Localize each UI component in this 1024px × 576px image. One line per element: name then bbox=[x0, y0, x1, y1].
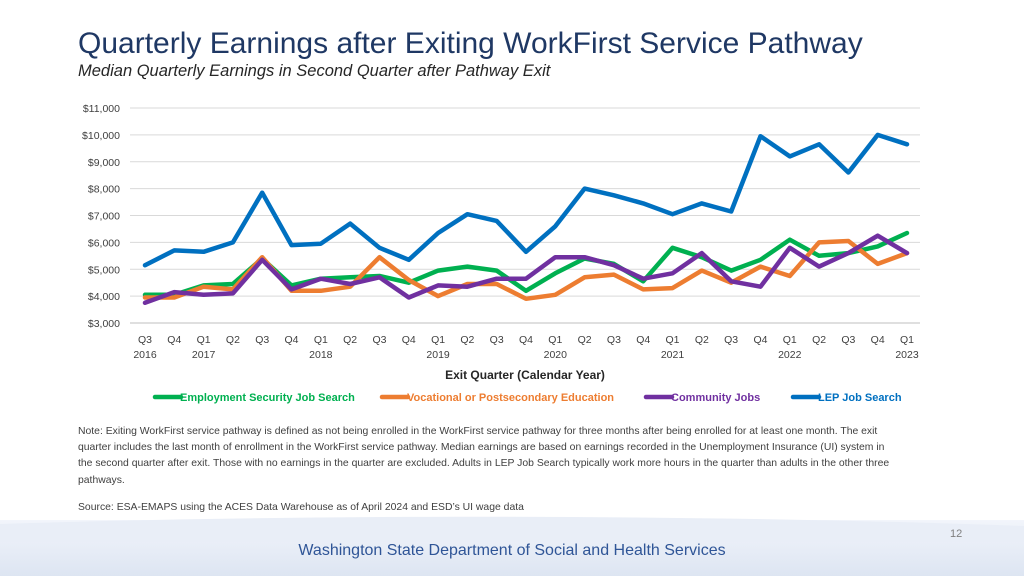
chart-series bbox=[142, 132, 910, 306]
y-tick-label: $11,000 bbox=[83, 103, 120, 115]
x-tick-label: Q1 bbox=[783, 334, 797, 346]
x-tick-label: Q4 bbox=[636, 334, 650, 346]
y-tick-label: $9,000 bbox=[88, 157, 120, 169]
x-tick-label: Q4 bbox=[871, 334, 885, 346]
page-title: Quarterly Earnings after Exiting WorkFir… bbox=[78, 27, 863, 60]
footer-swoosh bbox=[0, 516, 1024, 542]
x-tick-label: Q1 bbox=[548, 334, 562, 346]
legend-label: Employment Security Job Search bbox=[180, 392, 355, 404]
x-tick-label: Q3 bbox=[138, 334, 152, 346]
x-tick-label: Q2 bbox=[695, 334, 709, 346]
chart-subtitle: Median Quarterly Earnings in Second Quar… bbox=[78, 62, 551, 80]
x-axis-title: Exit Quarter (Calendar Year) bbox=[445, 368, 605, 382]
y-tick-label: $8,000 bbox=[88, 184, 120, 196]
x-tick-label: Q1 bbox=[900, 334, 914, 346]
x-tick-label: Q3 bbox=[724, 334, 738, 346]
x-tick-label: Q3 bbox=[490, 334, 504, 346]
x-year-label: 2022 bbox=[778, 349, 802, 361]
x-year-label: 2016 bbox=[133, 349, 157, 361]
x-year-label: 2023 bbox=[895, 349, 919, 361]
legend-label: Vocational or Postsecondary Education bbox=[407, 392, 614, 404]
x-tick-label: Q1 bbox=[666, 334, 680, 346]
x-tick-label: Q1 bbox=[197, 334, 211, 346]
x-tick-label: Q2 bbox=[460, 334, 474, 346]
y-tick-label: $10,000 bbox=[82, 130, 120, 142]
x-tick-label: Q2 bbox=[578, 334, 592, 346]
x-tick-label: Q1 bbox=[431, 334, 445, 346]
x-year-label: 2017 bbox=[192, 349, 216, 361]
source-note: Source: ESA-EMAPS using the ACES Data Wa… bbox=[78, 502, 524, 513]
legend-label: Community Jobs bbox=[671, 392, 760, 404]
x-year-label: 2018 bbox=[309, 349, 333, 361]
x-year-label: 2019 bbox=[426, 349, 450, 361]
x-tick-label: Q4 bbox=[753, 334, 767, 346]
chart-legend: Employment Security Job Search Vocational… bbox=[152, 392, 902, 404]
x-tick-label: Q4 bbox=[402, 334, 416, 346]
legend-label: LEP Job Search bbox=[818, 392, 902, 404]
line-chart: $3,000 $4,000 $5,000 $6,000 $7,000 $8,000 $9,0… bbox=[82, 103, 920, 404]
series-line-community-jobs bbox=[142, 233, 910, 306]
x-axis-ticks: Q3 Q4 Q1 Q2 Q3 Q4 Q1 Q2 Q3 Q4 Q1 Q2 Q3 Q4 Q1 Q2 Q3 Q4 Q1 Q2… bbox=[133, 334, 919, 361]
series-line-lep-job-search bbox=[142, 132, 910, 268]
y-tick-label: $5,000 bbox=[88, 264, 120, 276]
x-year-label: 2021 bbox=[661, 349, 685, 361]
footnote: Note: Exiting WorkFirst service pathway … bbox=[78, 426, 890, 486]
x-tick-label: Q2 bbox=[343, 334, 357, 346]
x-year-label: 2020 bbox=[544, 349, 568, 361]
x-tick-label: Q4 bbox=[167, 334, 181, 346]
x-tick-label: Q3 bbox=[255, 334, 269, 346]
y-tick-label: $4,000 bbox=[88, 291, 120, 303]
x-tick-label: Q4 bbox=[285, 334, 299, 346]
x-tick-label: Q4 bbox=[519, 334, 533, 346]
x-tick-label: Q1 bbox=[314, 334, 328, 346]
y-tick-label: $3,000 bbox=[88, 318, 120, 330]
agency-name: Washington State Department of Social an… bbox=[298, 542, 726, 559]
chart-grid bbox=[130, 107, 920, 324]
x-tick-label: Q2 bbox=[226, 334, 240, 346]
x-tick-label: Q3 bbox=[372, 334, 386, 346]
y-tick-label: $7,000 bbox=[88, 211, 120, 223]
x-tick-label: Q3 bbox=[841, 334, 855, 346]
x-tick-label: Q3 bbox=[607, 334, 621, 346]
page-number: 12 bbox=[950, 528, 963, 540]
y-axis-ticks: $3,000 $4,000 $5,000 $6,000 $7,000 $8,000 $9,0… bbox=[82, 103, 120, 330]
y-tick-label: $6,000 bbox=[88, 237, 120, 249]
x-tick-label: Q2 bbox=[812, 334, 826, 346]
